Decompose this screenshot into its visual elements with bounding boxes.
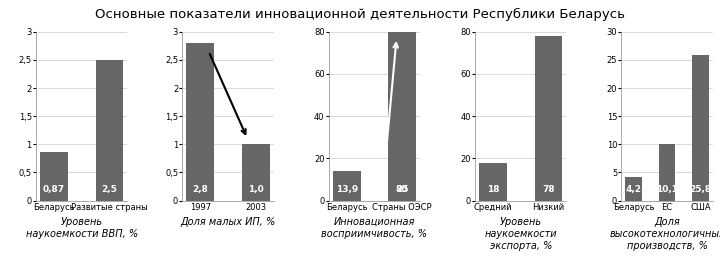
Bar: [692, 55, 708, 201]
Bar: [96, 60, 123, 201]
Text: 1,0: 1,0: [248, 185, 264, 194]
Bar: [659, 144, 675, 201]
Bar: [388, 148, 416, 201]
X-axis label: Уровень
наукоемкости ВВП, %: Уровень наукоемкости ВВП, %: [26, 216, 138, 239]
Text: 10,1: 10,1: [656, 185, 678, 194]
Bar: [242, 144, 269, 201]
Bar: [388, 32, 416, 201]
Text: 18: 18: [487, 185, 499, 194]
Bar: [186, 43, 215, 201]
Text: 25,8: 25,8: [689, 185, 711, 194]
Bar: [480, 163, 507, 201]
Bar: [626, 177, 642, 201]
Text: Основные показатели инновационной деятельности Республики Беларусь: Основные показатели инновационной деятел…: [95, 8, 625, 21]
Text: 80: 80: [396, 185, 408, 194]
X-axis label: Уровень
наукоемкости
экспорта, %: Уровень наукоемкости экспорта, %: [485, 216, 557, 251]
Bar: [333, 171, 361, 201]
X-axis label: Инновационная
восприимчивость, %: Инновационная восприимчивость, %: [321, 216, 428, 239]
Text: 2,5: 2,5: [102, 185, 117, 194]
Bar: [40, 152, 68, 201]
X-axis label: Доля малых ИП, %: Доля малых ИП, %: [181, 216, 276, 227]
Bar: [534, 36, 562, 201]
Text: 4,2: 4,2: [626, 185, 642, 194]
Text: 25: 25: [396, 185, 408, 194]
Text: 13,9: 13,9: [336, 185, 358, 194]
X-axis label: Доля
высокотехнологичных
производств, %: Доля высокотехнологичных производств, %: [609, 216, 720, 251]
Text: 2,8: 2,8: [192, 185, 208, 194]
Text: 0,87: 0,87: [43, 185, 65, 194]
Text: 78: 78: [542, 185, 555, 194]
